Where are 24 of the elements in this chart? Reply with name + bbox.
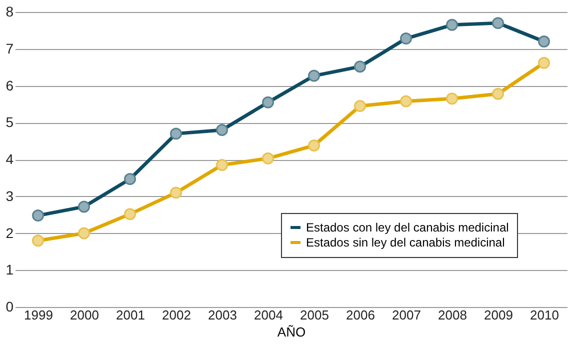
y-tick-label: 3 (6, 188, 14, 204)
y-tick-label: 2 (6, 224, 14, 241)
x-tick-label: 2003 (208, 308, 237, 322)
x-tick-label: 2007 (392, 308, 421, 322)
x-tick-label: 2001 (116, 308, 145, 322)
x-tick-label: 2006 (346, 308, 375, 322)
x-tick-label: 2010 (530, 308, 559, 322)
y-tick-label: 7 (6, 40, 14, 56)
x-tick-label: 2008 (438, 308, 467, 322)
x-tick-label: 2002 (162, 308, 191, 322)
x-tick-label: 1999 (24, 308, 53, 322)
x-axis-title: AÑO (277, 324, 306, 340)
legend-label: Estados con ley del canabis medicinal (306, 220, 509, 234)
y-tick-label: 4 (6, 151, 14, 167)
x-tick-label: 2004 (254, 308, 283, 322)
x-tick-label: 2009 (484, 308, 513, 322)
y-tick-label: 1 (6, 262, 14, 278)
y-tick-label: 6 (6, 77, 14, 94)
y-tick-label: 8 (6, 4, 14, 20)
y-tick-label: 5 (6, 114, 14, 130)
legend-label: Estados sin ley del canabis medicinal (306, 236, 505, 250)
x-tick-label: 2005 (300, 308, 329, 322)
x-tick-label: 2000 (70, 308, 99, 322)
y-tick-label: 0 (6, 298, 14, 314)
